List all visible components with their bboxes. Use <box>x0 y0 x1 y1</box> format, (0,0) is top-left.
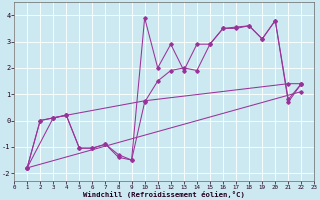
X-axis label: Windchill (Refroidissement éolien,°C): Windchill (Refroidissement éolien,°C) <box>83 191 245 198</box>
